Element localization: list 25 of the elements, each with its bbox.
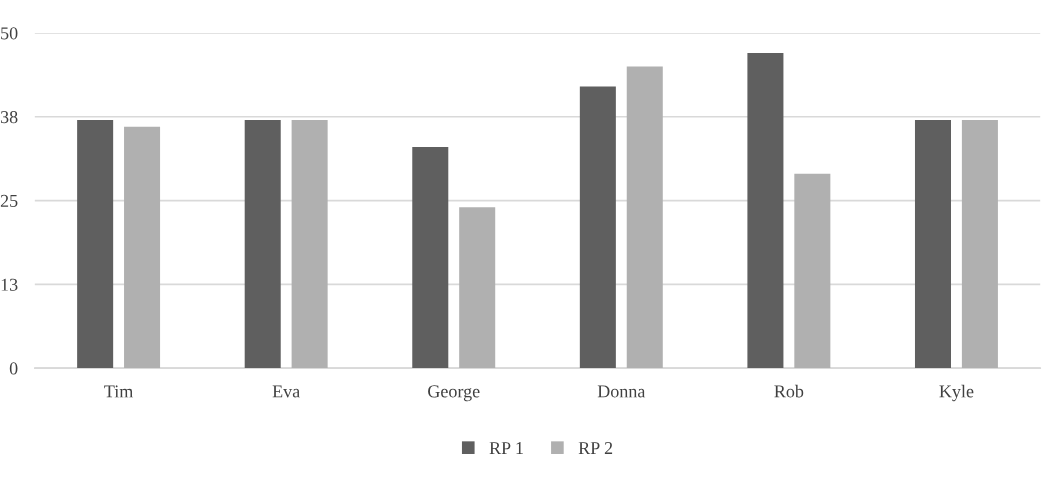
x-tick-label: Kyle — [939, 384, 974, 402]
bar — [747, 53, 784, 369]
bar — [77, 120, 114, 369]
x-tick-label: Eva — [272, 385, 300, 398]
y-tick-label: 13 — [1, 278, 18, 291]
bar — [626, 66, 663, 369]
y-tick-label: 25 — [0, 194, 18, 207]
bar — [914, 120, 951, 369]
bar — [291, 120, 328, 369]
legend-label: RP 1 — [489, 442, 523, 454]
x-tick-label: George — [428, 385, 480, 402]
x-tick-label: Donna — [597, 385, 646, 398]
bar — [244, 120, 281, 369]
bar — [961, 120, 998, 369]
legend-label: RP 2 — [578, 442, 613, 454]
bar — [794, 173, 831, 369]
x-tick-label: Tim — [104, 385, 134, 398]
y-tick-label: 0 — [9, 362, 18, 375]
bar — [579, 86, 616, 369]
x-tick-label: Rob — [774, 384, 804, 398]
bar — [412, 146, 449, 369]
y-tick-label: 38 — [0, 111, 18, 124]
bar — [124, 126, 161, 369]
bar — [459, 207, 496, 369]
y-tick-label: 50 — [1, 27, 18, 40]
